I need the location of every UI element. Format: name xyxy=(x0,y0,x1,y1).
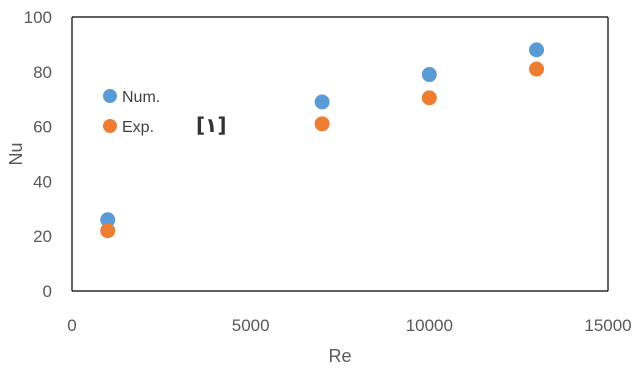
y-tick-label: 80 xyxy=(33,63,52,82)
data-point-exp xyxy=(314,116,330,132)
y-tick-label: 60 xyxy=(33,118,52,137)
data-point-num xyxy=(529,42,545,58)
y-tick-label: 20 xyxy=(33,227,52,246)
legend-marker-exp xyxy=(103,119,117,133)
y-tick-label: 0 xyxy=(43,282,52,301)
x-tick-label: 15000 xyxy=(584,316,631,335)
legend-marker-num xyxy=(103,89,117,103)
x-tick-label: 0 xyxy=(67,316,76,335)
data-point-exp xyxy=(529,61,545,77)
y-tick-label: 40 xyxy=(33,172,52,191)
legend: Num. Exp. xyxy=(103,89,160,136)
data-point-num xyxy=(100,212,116,228)
y-axis-title: Nu xyxy=(6,142,26,165)
data-point-num xyxy=(314,94,330,110)
legend-label-exp: Exp. xyxy=(122,119,154,136)
annotation-label: [١] xyxy=(196,113,227,137)
x-tick-label: 10000 xyxy=(406,316,453,335)
data-point-num xyxy=(421,67,437,83)
x-tick-label: 5000 xyxy=(232,316,270,335)
data-point-exp xyxy=(100,223,116,239)
x-axis-title: Re xyxy=(328,346,351,366)
data-points xyxy=(100,42,545,239)
y-tick-labels: 0 20 40 60 80 100 xyxy=(24,8,52,301)
plot-frame xyxy=(71,16,609,292)
x-tick-labels: 0 5000 10000 15000 xyxy=(67,316,631,335)
data-point-exp xyxy=(421,90,437,106)
y-tick-label: 100 xyxy=(24,8,52,27)
legend-label-num: Num. xyxy=(122,89,160,106)
